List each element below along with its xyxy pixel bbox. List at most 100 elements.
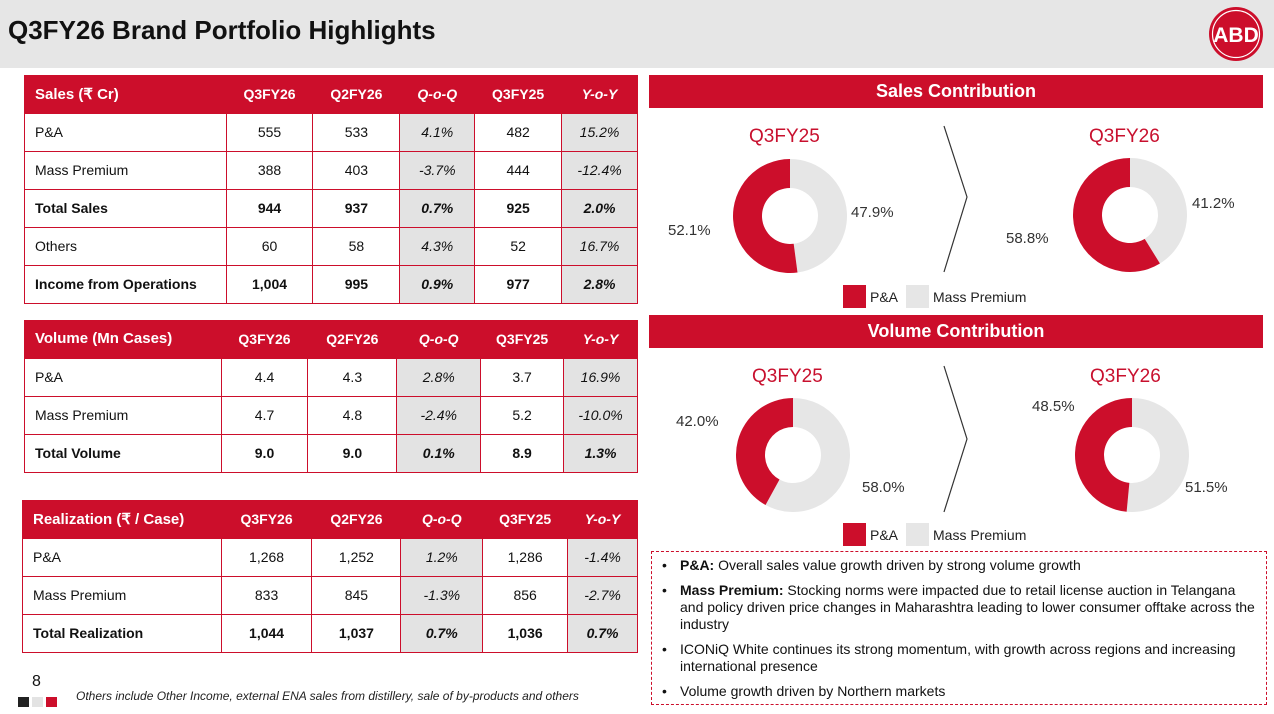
sales-q3fy25-pa-label: 52.1% [668,222,711,239]
table-row: Total Sales 944 937 0.7% 925 2.0% [24,188,638,228]
volume-legend: P&A Mass Premium [843,523,1026,546]
table-cell: 16.9% [563,357,638,397]
volume-q3fy26-title: Q3FY26 [1090,366,1161,387]
sales-contribution-header: Sales Contribution [649,75,1263,108]
column-header: Sales (₹ Cr) [24,75,227,113]
table-cell: 2.0% [561,188,638,228]
table-cell: 4.8 [307,395,398,435]
volume-q3fy25-title: Q3FY25 [752,366,823,387]
table-cell: 388 [225,150,314,190]
table-cell: 833 [220,575,313,615]
column-header: Q2FY26 [311,500,402,538]
column-header: Q3FY26 [220,320,309,358]
commentary-box: P&A: Overall sales value growth driven b… [651,551,1267,705]
volume-q3fy25-pa-label: 42.0% [676,413,719,430]
sales-q3fy26-title: Q3FY26 [1089,126,1160,147]
row-label: P&A [24,357,222,397]
table-row: Total Realization 1,044 1,037 0.7% 1,036 0.7% [22,613,638,653]
logo-text: ABD [1213,24,1259,47]
table-cell: 9.0 [220,433,309,473]
table-cell: 444 [474,150,563,190]
table-cell: 0.7% [400,613,484,653]
row-label: Total Realization [22,613,222,653]
footer-square-grey [32,697,43,707]
volume-q3fy25-donut [736,398,850,512]
table-cell: 2.8% [396,357,482,397]
volume-q3fy26-donut [1075,398,1189,512]
table-cell: 845 [311,575,402,615]
table-cell: 0.1% [396,433,482,473]
table-row: Mass Premium 833 845 -1.3% 856 -2.7% [22,575,638,615]
table-cell: 1,044 [220,613,313,653]
table-row: Income from Operations 1,004 995 0.9% 977 2.8… [24,264,638,304]
table-cell: 555 [225,112,314,152]
table-cell: 0.7% [399,188,476,228]
table-row: Mass Premium 388 403 -3.7% 444 -12.4% [24,150,638,190]
volume-q3fy26-pa-label: 48.5% [1032,398,1075,415]
footnote: Others include Other Income, external EN… [76,689,579,703]
legend-pa-label: P&A [870,288,899,305]
slice-pa [736,398,793,505]
table-cell: -2.4% [396,395,482,435]
column-header: Q2FY26 [307,320,398,358]
volume-q3fy25-mp-label: 58.0% [862,479,905,496]
legend-mp-label: Mass Premium [933,288,1027,305]
column-header: Q3FY26 [225,75,314,113]
sales-arrow-icon [943,125,968,273]
table-cell: 58 [312,226,401,266]
table-row: P&A 4.4 4.3 2.8% 3.7 16.9% [24,357,638,397]
table-cell: 1,286 [482,537,569,577]
row-label: Others [24,226,227,266]
legend-pa-label: P&A [870,526,899,543]
note-item: ICONiQ White continues its strong moment… [662,641,1256,675]
sales-q3fy25-donut [733,159,847,273]
table-cell: 2.8% [561,264,638,304]
header-bar [0,0,1274,68]
legend-mp-label: Mass Premium [933,526,1027,543]
table-row: P&A 1,268 1,252 1.2% 1,286 -1.4% [22,537,638,577]
column-header: Q3FY26 [220,500,313,538]
sales-q3fy26-mp-label: 41.2% [1192,195,1235,212]
slice-pa [1073,158,1160,272]
table-cell: -2.7% [567,575,638,615]
column-header: Volume (Mn Cases) [24,320,222,358]
table-cell: 1,252 [311,537,402,577]
table-cell: 403 [312,150,401,190]
table-cell: 5.2 [480,395,565,435]
table-cell: 4.3% [399,226,476,266]
table-cell: 995 [312,264,401,304]
legend-pa-swatch [843,285,866,308]
column-header: Q-o-Q [396,320,482,358]
table-cell: 1,036 [482,613,569,653]
table-header-row: Volume (Mn Cases) Q3FY26 Q2FY26 Q-o-Q Q3FY25… [24,320,638,358]
table-cell: 60 [225,226,314,266]
column-header: Y-o-Y [563,320,638,358]
table-row: Mass Premium 4.7 4.8 -2.4% 5.2 -10.0% [24,395,638,435]
table-cell: 944 [225,188,314,228]
table-cell: 9.0 [307,433,398,473]
slice-mass-premium [1126,398,1189,512]
page-number: 8 [32,673,41,690]
sales-legend: P&A Mass Premium [843,285,1026,308]
slice-mass-premium [790,159,847,273]
footer-square-dark [18,697,29,707]
table-cell: -1.3% [400,575,484,615]
legend-mp-swatch [906,285,930,308]
table-cell: 0.9% [399,264,476,304]
column-header: Q-o-Q [399,75,476,113]
note-item: Mass Premium: Stocking norms were impact… [662,582,1256,633]
row-label: Total Volume [24,433,222,473]
sales-q3fy26-donut [1073,158,1187,272]
row-label: Mass Premium [24,150,227,190]
table-cell: -3.7% [399,150,476,190]
table-cell: 533 [312,112,401,152]
table-header-row: Realization (₹ / Case) Q3FY26 Q2FY26 Q-o-Q Q… [22,500,638,538]
table-cell: 925 [474,188,563,228]
table-cell: 4.7 [220,395,309,435]
sales-q3fy26-pa-label: 58.8% [1006,230,1049,247]
table-cell: 4.1% [399,112,476,152]
table-cell: 0.7% [567,613,638,653]
note-item: Volume growth driven by Northern markets [662,683,1256,700]
table-cell: 1.3% [563,433,638,473]
column-header: Q-o-Q [400,500,484,538]
